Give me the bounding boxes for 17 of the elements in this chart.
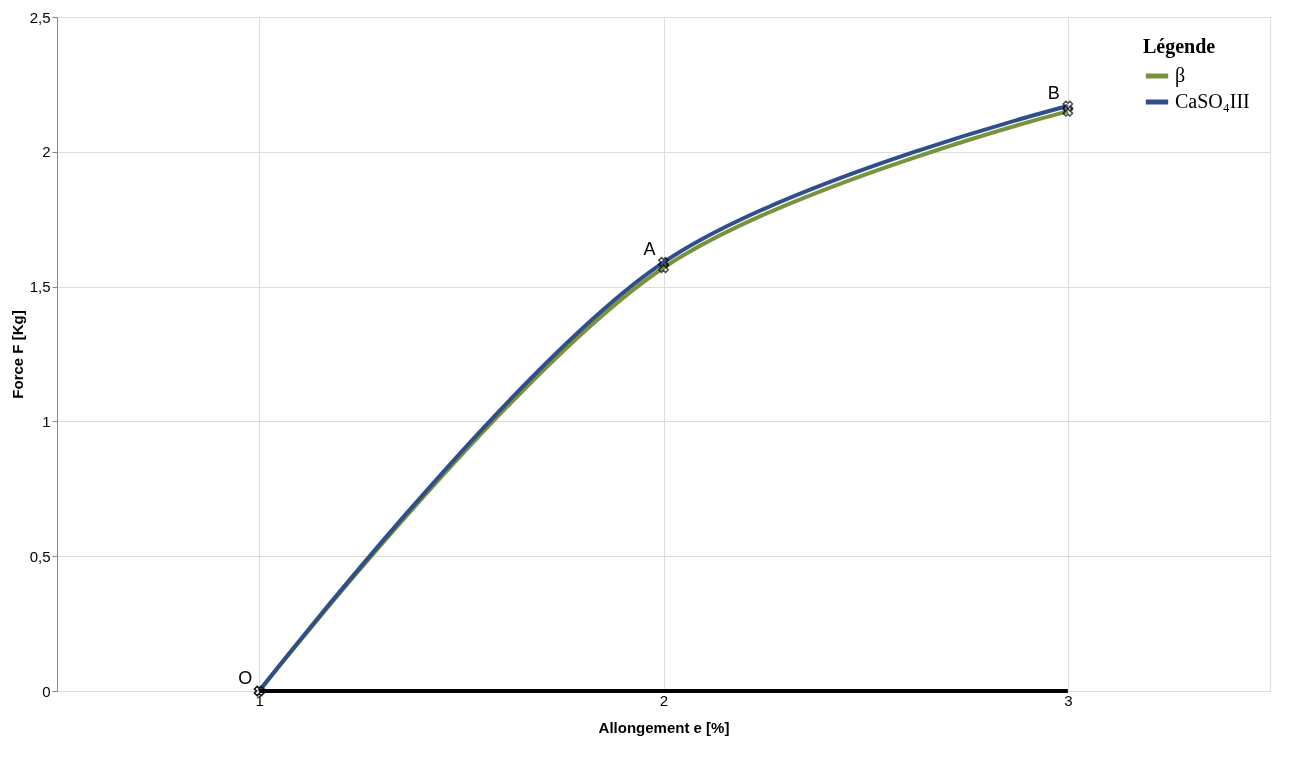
y-tick-label: 0 [42,682,51,700]
x-tick-label: 2 [659,691,669,709]
x-tick-label: 1 [255,691,264,709]
y-tick-label: 2 [42,143,51,161]
y-axis-title: Force F [Kg] [8,310,26,399]
annotation: A [643,239,656,260]
y-tick-label: 1 [42,412,51,430]
y-tick-label: 1,5 [29,278,51,296]
y-tick-label: 2,5 [29,8,51,26]
legend-label: β [1175,64,1186,87]
legend-title: Légende [1143,35,1216,58]
x-axis-title: Allongement e [%] [598,718,730,736]
legend-label: CaSO₄III [1175,90,1250,112]
annotation: B [1047,82,1060,103]
x-tick-label: 3 [1064,691,1073,709]
annotation: O [238,668,253,688]
y-tick-label: 0,5 [29,547,51,565]
